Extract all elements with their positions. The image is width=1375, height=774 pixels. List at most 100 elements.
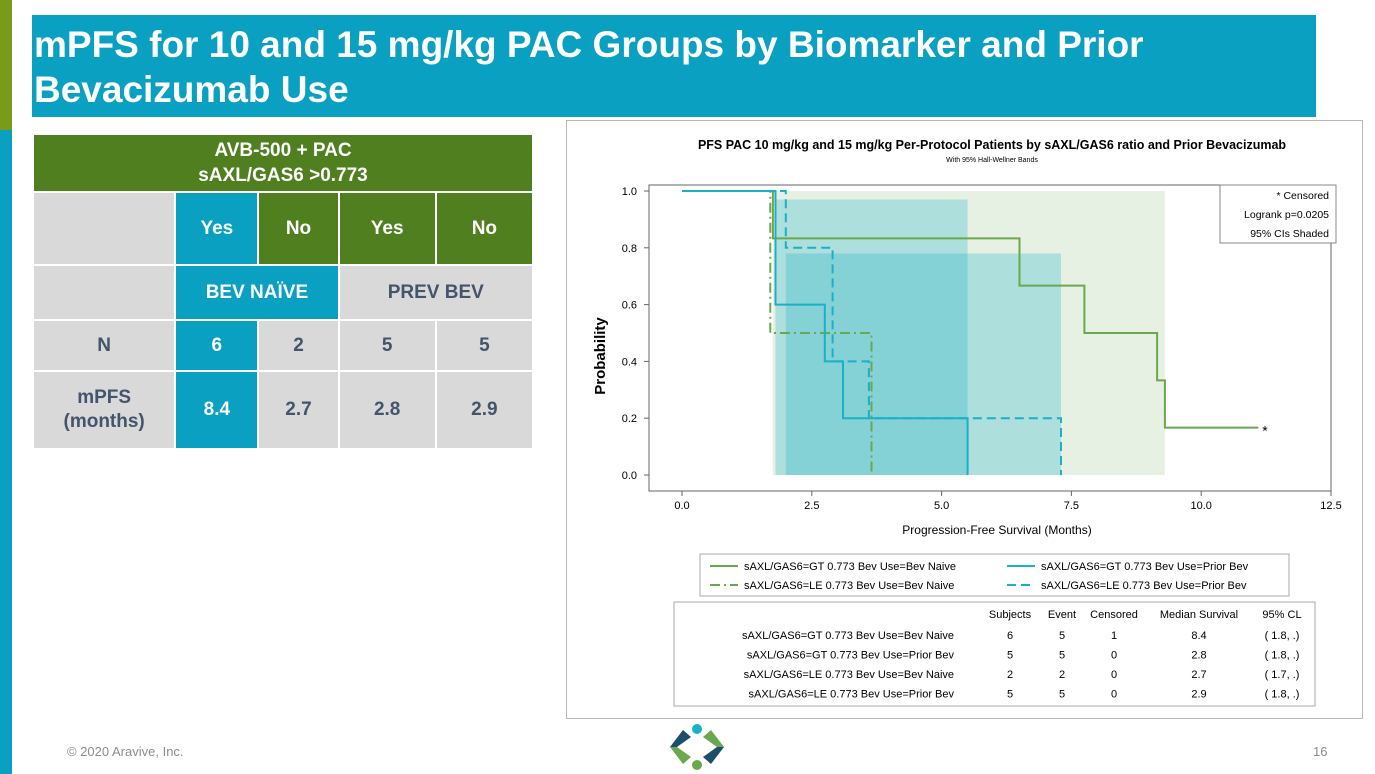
stats-row-label: sAXL/GAS6=GT 0.773 Bev Use=Prior Bev — [747, 650, 955, 662]
title-band — [32, 15, 1316, 117]
page-number: 16 — [1313, 744, 1328, 759]
survival-curve-0 — [682, 190, 1259, 429]
stats-cell: 5 — [1059, 650, 1065, 662]
stats-cell: 0 — [1111, 650, 1117, 662]
stats-cell: 5 — [1007, 689, 1013, 701]
logo-chevron-right-bottom — [703, 747, 724, 764]
table-cell: 2.9 — [434, 370, 535, 450]
stats-cell: 2.7 — [1191, 669, 1206, 681]
stats-cell: 2 — [1007, 669, 1013, 681]
ci-band-3 — [785, 253, 1062, 475]
x-tick-label: 5.0 — [934, 500, 949, 512]
stats-cell: 0 — [1111, 669, 1117, 681]
table-cell: 6 — [174, 319, 260, 372]
stats-cell: 8.4 — [1191, 630, 1206, 642]
survival-curve-2 — [682, 190, 969, 475]
chart-title: PFS PAC 10 mg/kg and 15 mg/kg Per-Protoc… — [698, 138, 1286, 152]
stats-header: Censored — [1090, 609, 1138, 621]
stats-cell: 5 — [1007, 650, 1013, 662]
x-tick-label: 0.0 — [674, 500, 689, 512]
stats-header: Event — [1048, 609, 1076, 621]
stats-cell: 5 — [1059, 630, 1065, 642]
x-tick-label: 10.0 — [1190, 500, 1211, 512]
x-axis-label: Progression-Free Survival (Months) — [902, 523, 1091, 537]
stats-cell: 5 — [1059, 689, 1065, 701]
row-label-n: N — [31, 319, 177, 372]
logo-chevron-right-top — [703, 730, 724, 747]
plot-frame — [648, 184, 1332, 492]
table-header-line1: AVB-500 + PAC — [214, 140, 352, 161]
legend: sAXL/GAS6=GT 0.773 Bev Use=Bev Naive sAXL… — [710, 561, 1249, 592]
stats-cell: ( 1.8, .) — [1265, 650, 1300, 662]
table-header-line2: sAXL/GAS6 >0.773 — [198, 165, 368, 186]
group-prev-bev: PREV BEV — [337, 264, 535, 321]
stats-table: Subjects Event Censored Median Survival 95% … — [742, 609, 1302, 701]
table-cell: 2.7 — [257, 370, 340, 450]
y-tick-label: 0.8 — [622, 243, 637, 255]
summary-table: AVB-500 + PAC sAXL/GAS6 >0.773 Yes No Ye… — [31, 133, 535, 450]
row-label-mpfs: mPFS (months) — [31, 370, 177, 450]
group-bev-naive: BEV NAÏVE — [174, 264, 340, 321]
logo-chevron-left-bottom — [670, 747, 691, 764]
table-cell: 5 — [337, 319, 437, 372]
table-corner-cell — [31, 191, 177, 266]
stats-header: Median Survival — [1160, 609, 1238, 621]
y-tick-label: 1.0 — [622, 186, 637, 198]
legend-label: sAXL/GAS6=LE 0.773 Bev Use=Bev Naive — [744, 580, 954, 592]
legend-label: sAXL/GAS6=GT 0.773 Bev Use=Prior Bev — [1041, 561, 1249, 573]
col-header-no-naive: No — [257, 191, 340, 266]
company-logo — [670, 724, 724, 770]
y-tick-label: 0.2 — [622, 413, 637, 425]
accent-bar-teal — [0, 130, 12, 774]
censor-mark: * — [1262, 423, 1268, 439]
stats-cell: 0 — [1111, 689, 1117, 701]
logo-chevron-left-top — [670, 730, 691, 747]
legend-label: sAXL/GAS6=LE 0.773 Bev Use=Prior Bev — [1041, 580, 1247, 592]
x-tick-label: 2.5 — [804, 500, 819, 512]
chart-subtitle: With 95% Hall-Wellner Bands — [946, 157, 1038, 164]
stats-row-label: sAXL/GAS6=LE 0.773 Bev Use=Bev Naive — [744, 669, 954, 681]
table-cell: 2 — [257, 319, 340, 372]
stats-cell: ( 1.7, .) — [1265, 669, 1300, 681]
group-corner-cell — [31, 264, 177, 321]
stats-cell: 6 — [1007, 630, 1013, 642]
inset-ci-note: 95% CIs Shaded — [1250, 228, 1329, 240]
km-chart: PFS PAC 10 mg/kg and 15 mg/kg Per-Protoc… — [592, 138, 1342, 707]
x-tick-label: 7.5 — [1064, 500, 1079, 512]
y-tick-label: 0.6 — [622, 300, 637, 312]
table-cell: 2.8 — [337, 370, 437, 450]
survival-curves: * — [682, 190, 1268, 475]
stats-row-label: sAXL/GAS6=GT 0.773 Bev Use=Bev Naive — [742, 630, 954, 642]
legend-label: sAXL/GAS6=GT 0.773 Bev Use=Bev Naive — [744, 561, 956, 573]
y-tick-label: 0.4 — [622, 356, 637, 368]
inset-box — [1219, 184, 1337, 244]
inset-censored: * Censored — [1276, 190, 1329, 202]
table-header: AVB-500 + PAC sAXL/GAS6 >0.773 — [32, 133, 534, 193]
stats-header: Subjects — [989, 609, 1032, 621]
km-chart-panel: PFS PAC 10 mg/kg and 15 mg/kg Per-Protoc… — [566, 120, 1363, 719]
stats-cell: 1 — [1111, 630, 1117, 642]
stats-header: 95% CL — [1262, 609, 1301, 621]
logo-dot-bottom — [692, 760, 702, 770]
slide-title: mPFS for 10 and 15 mg/kg PAC Groups by B… — [34, 24, 1144, 110]
plot-axes: 0.0 0.2 0.4 0.6 0.8 1.0 0.0 2.5 5.0 7.5 10.0 12.5 — [622, 184, 1342, 512]
stats-table-box — [673, 601, 1316, 707]
stats-cell: 2.9 — [1191, 689, 1206, 701]
table-cell: 8.4 — [174, 370, 260, 450]
logo-dot-top — [692, 724, 702, 734]
col-header-no-prev: No — [434, 191, 535, 266]
x-tick-label: 12.5 — [1320, 500, 1341, 512]
footer-copyright: © 2020 Aravive, Inc. — [67, 744, 184, 759]
stats-row-label: sAXL/GAS6=LE 0.773 Bev Use=Prior Bev — [749, 689, 955, 701]
inset-logrank: Logrank p=0.0205 — [1244, 209, 1329, 221]
col-header-yes-prev: Yes — [337, 191, 437, 266]
legend-box — [699, 553, 1290, 597]
col-header-yes-naive: Yes — [174, 191, 260, 266]
stats-cell: ( 1.8, .) — [1265, 630, 1300, 642]
accent-bar-green — [0, 0, 12, 130]
y-axis-label: Probability — [592, 317, 609, 395]
stats-cell: 2 — [1059, 669, 1065, 681]
stats-cell: ( 1.8, .) — [1265, 689, 1300, 701]
y-tick-label: 0.0 — [622, 470, 637, 482]
stats-cell: 2.8 — [1191, 650, 1206, 662]
